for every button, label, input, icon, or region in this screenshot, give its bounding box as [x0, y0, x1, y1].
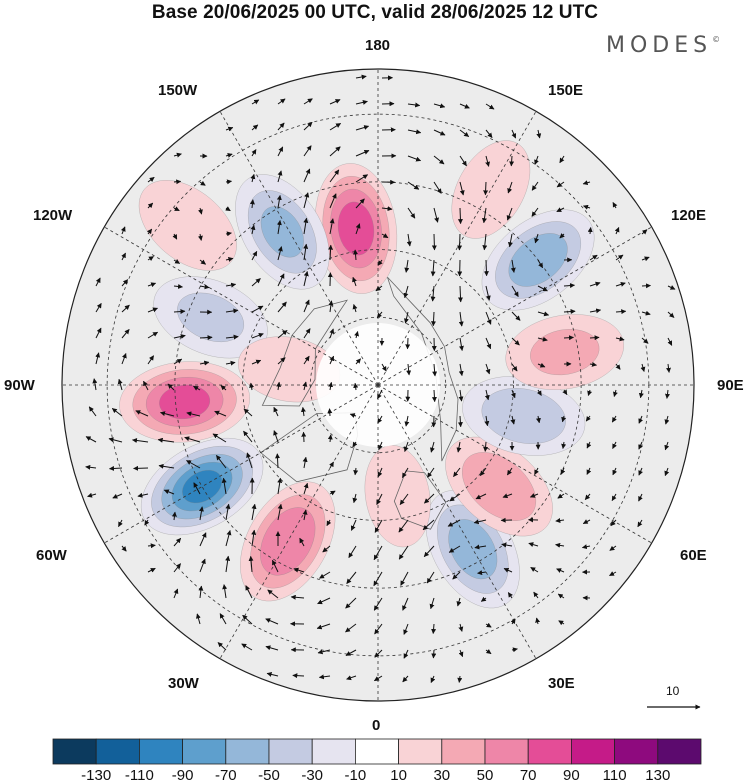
wind-arrow-icon: [485, 182, 486, 195]
lon-label-0: 0: [372, 717, 380, 734]
wind-arrow-icon: [433, 650, 434, 658]
lon-label-120w: 120W: [33, 207, 72, 224]
wind-arrow-icon: [293, 675, 304, 676]
lon-label-60w: 60W: [36, 547, 67, 564]
wind-arrow-icon: [134, 468, 148, 469]
colorbar-label: 130: [645, 767, 670, 784]
wind-arrow-icon: [511, 156, 512, 166]
colorbar-label: 110: [603, 767, 627, 784]
colorbar-label: 30: [433, 767, 450, 784]
lon-label-120e: 120E: [671, 207, 706, 224]
colorbar-swatch: [528, 739, 571, 764]
colorbar-label: -130: [81, 767, 111, 784]
colorbar-swatch: [312, 739, 355, 764]
colorbar: [53, 739, 701, 764]
wind-arrow-icon: [433, 312, 434, 326]
colorbar-label: -110: [125, 767, 154, 784]
colorbar-swatch: [269, 739, 312, 764]
colorbar-swatch: [53, 739, 96, 764]
lon-label-30w: 30W: [168, 675, 199, 692]
colorbar-swatch: [355, 739, 398, 764]
wind-arrow-icon: [330, 409, 331, 416]
colorbar-swatch: [615, 739, 658, 764]
colorbar-label: 50: [477, 767, 494, 784]
wind-arrow-icon: [200, 337, 212, 338]
wind-arrow-icon: [642, 286, 651, 287]
lon-label-90e: 90E: [717, 377, 744, 394]
colorbar-label: -10: [345, 767, 367, 784]
colorbar-swatch: [399, 739, 442, 764]
lon-label-90w: 90W: [4, 377, 35, 394]
wind-arrow-icon: [486, 260, 487, 276]
wind-arrow-icon: [459, 234, 460, 250]
wind-arrow-icon: [277, 454, 278, 468]
lon-label-60e: 60E: [680, 547, 707, 564]
wind-arrow-icon: [460, 208, 461, 224]
wind-arrow-icon: [564, 337, 574, 338]
colorbar-label: -70: [215, 767, 237, 784]
wind-arrow-icon: [590, 337, 599, 338]
colorbar-swatch: [571, 739, 614, 764]
colorbar-swatch: [485, 739, 528, 764]
wind-arrow-icon: [174, 181, 181, 182]
colorbar-label: -50: [258, 767, 280, 784]
lon-label-180: 180: [365, 37, 390, 54]
wind-arrow-icon: [616, 311, 626, 312]
colorbar-label: -30: [301, 767, 323, 784]
colorbar-label: 90: [563, 767, 580, 784]
wind-arrow-icon: [304, 432, 305, 442]
colorbar-label: 10: [390, 767, 407, 784]
wind-arrow-icon: [460, 416, 461, 427]
wind-arrow-icon: [434, 390, 435, 402]
wind-arrow-icon: [408, 338, 409, 349]
colorbar-label: 70: [520, 767, 537, 784]
reference-vector-label: 10: [666, 684, 679, 698]
colorbar-swatch: [442, 739, 485, 764]
wind-arrow-icon: [460, 286, 461, 302]
colorbar-swatch: [183, 739, 226, 764]
wind-arrow-icon: [110, 468, 123, 469]
wind-arrow-icon: [434, 234, 435, 250]
colorbar-swatch: [658, 739, 701, 764]
lon-label-30e: 30E: [548, 675, 575, 692]
colorbar-swatch: [139, 739, 182, 764]
colorbar-label: -90: [172, 767, 194, 784]
lon-label-150w: 150W: [158, 82, 197, 99]
lon-label-150e: 150E: [548, 82, 583, 99]
wind-arrow-icon: [590, 228, 591, 235]
colorbar-swatch: [226, 739, 269, 764]
wind-arrow-icon: [148, 545, 155, 546]
colorbar-swatch: [96, 739, 139, 764]
